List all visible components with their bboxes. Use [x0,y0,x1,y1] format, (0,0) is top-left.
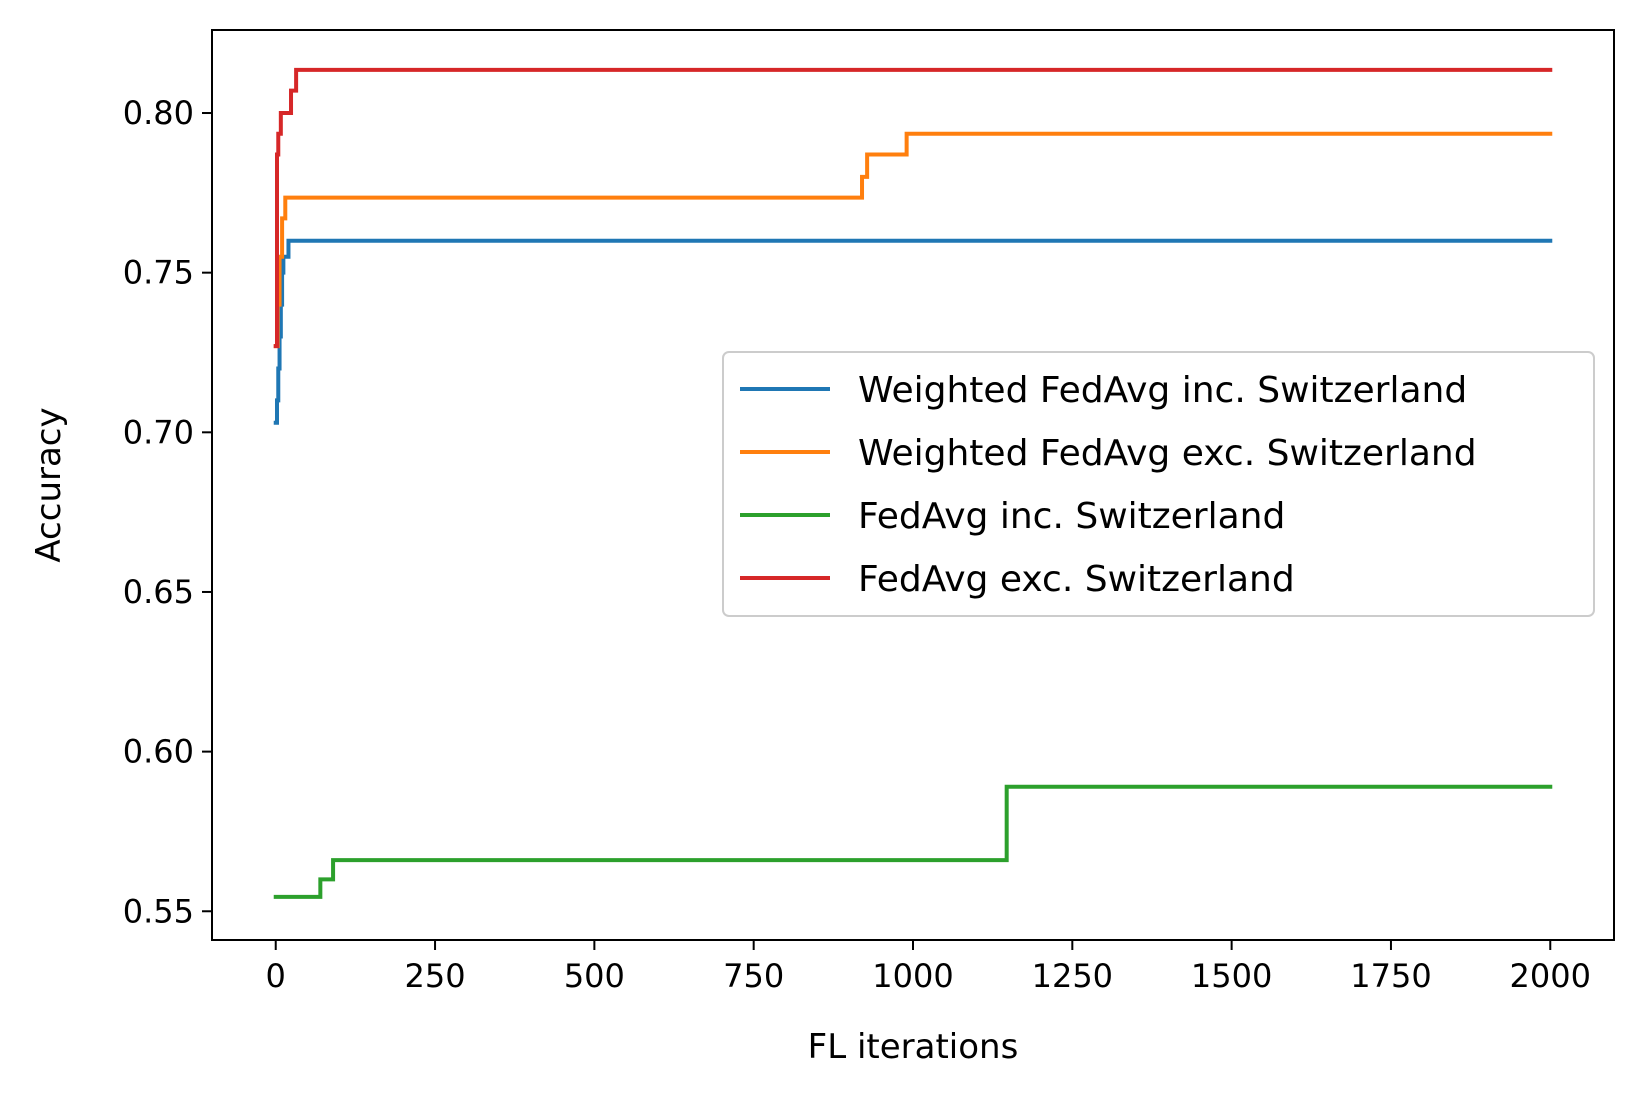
y-tick-label: 0.60 [123,733,194,771]
x-tick-label: 2000 [1510,957,1591,995]
x-tick-label: 250 [405,957,466,995]
x-tick-label: 500 [564,957,625,995]
legend-label-2: Weighted FedAvg exc. Switzerland [858,433,1477,474]
y-tick-label: 0.55 [123,892,194,930]
x-tick-label: 1750 [1350,957,1431,995]
x-tick-label: 0 [266,957,286,995]
y-tick-label: 0.75 [123,254,194,292]
legend-label-1: Weighted FedAvg inc. Switzerland [858,370,1467,411]
x-tick-label: 750 [723,957,784,995]
y-tick-label: 0.80 [123,94,194,132]
series-line-3 [273,784,1553,899]
legend-label-4: FedAvg exc. Switzerland [858,559,1295,600]
legend-label-3: FedAvg inc. Switzerland [858,496,1285,537]
x-tick-label: 1250 [1032,957,1113,995]
y-tick-label: 0.70 [123,413,194,451]
legend: Weighted FedAvg inc. Switzerland Weighted… [722,351,1595,617]
x-tick-label: 1000 [872,957,953,995]
series-lines [273,67,1553,899]
legend-box [722,351,1595,617]
y-tick-label: 0.65 [123,573,194,611]
y-axis-label: Accuracy [29,407,69,562]
axes: 0 250 500 750 1000 1250 1500 1750 2000 0.55 0.60 0.… [29,29,1615,1067]
x-axis-label: FL iterations [808,1027,1019,1067]
series-line-4 [273,67,1553,349]
x-tick-label: 1500 [1191,957,1272,995]
